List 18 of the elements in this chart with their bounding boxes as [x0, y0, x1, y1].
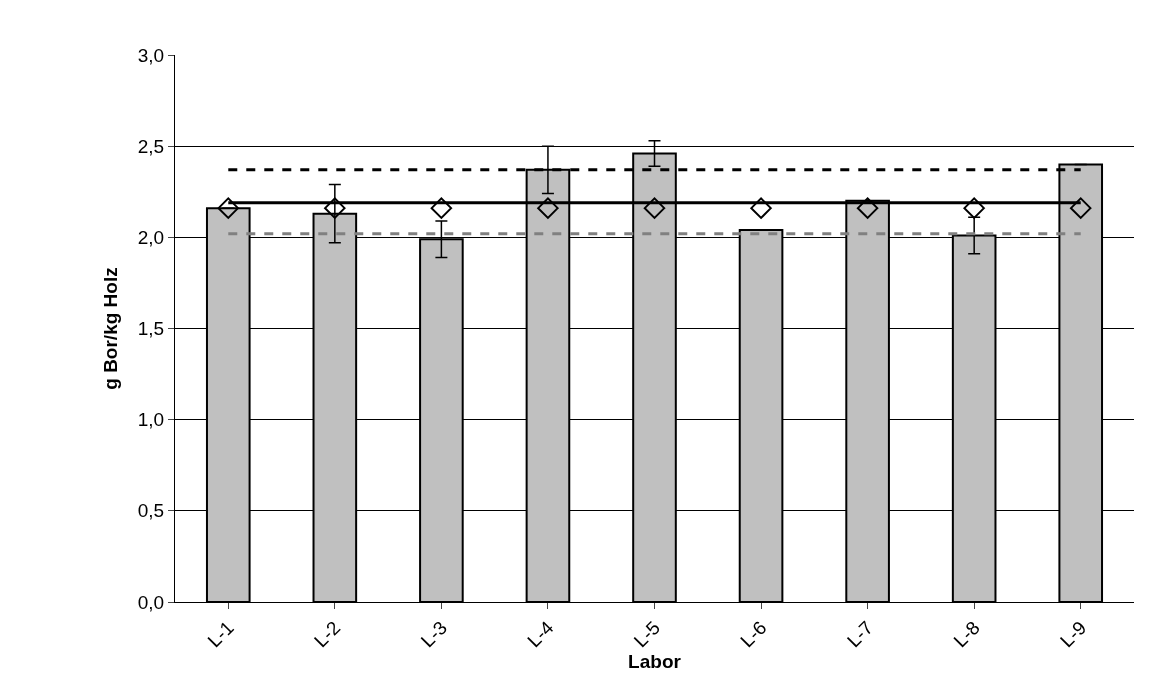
x-tick-label: L-7: [842, 617, 878, 652]
x-tick-label: L-5: [629, 617, 665, 652]
x-axis-title: Labor: [628, 651, 682, 673]
y-tick-label: 1,0: [137, 409, 165, 431]
y-tick-label: 0,5: [137, 500, 165, 522]
y-tick-label: 3,0: [137, 44, 165, 66]
x-tick-label: L-1: [203, 617, 238, 652]
x-tick-label: L-3: [416, 617, 451, 652]
y-tick-label: 2,5: [137, 135, 165, 157]
x-tick-label: L-9: [1055, 617, 1091, 652]
y-tick-label: 0,0: [137, 591, 165, 613]
y-axis-title: g Bor/kg Holz: [99, 267, 121, 390]
y-tick-label: 1,5: [137, 318, 165, 340]
x-tick-label: L-2: [310, 617, 345, 652]
x-tick-label: L-6: [736, 617, 771, 652]
x-tick-label: L-8: [949, 617, 984, 652]
y-tick-label: 2,0: [137, 226, 165, 248]
x-tick-label: L-4: [523, 616, 558, 652]
